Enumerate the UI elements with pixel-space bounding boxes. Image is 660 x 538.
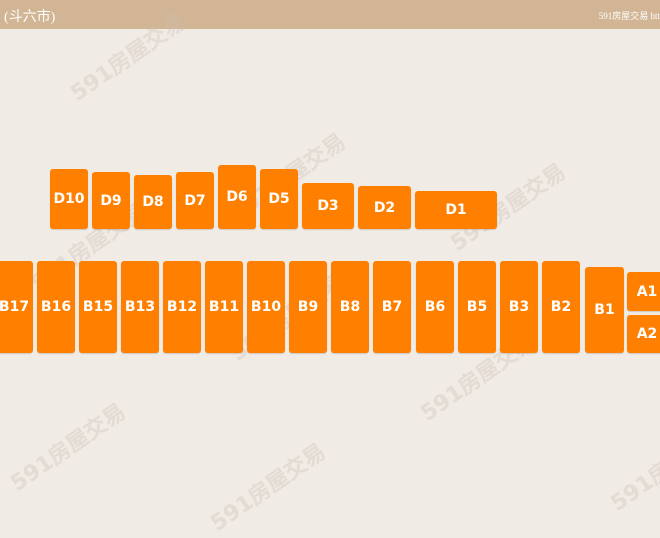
unit-b1[interactable]: B1 xyxy=(585,267,624,353)
unit-b17[interactable]: B17 xyxy=(0,261,33,353)
watermark: 591房屋交易 xyxy=(6,399,131,497)
watermark: 591房屋交易 xyxy=(606,419,660,517)
unit-d7[interactable]: D7 xyxy=(176,172,214,229)
unit-d8[interactable]: D8 xyxy=(134,175,172,229)
unit-a2[interactable]: A2 xyxy=(627,315,660,353)
watermark: 591房屋交易 xyxy=(206,439,331,537)
unit-b9[interactable]: B9 xyxy=(289,261,327,353)
page-title: (斗六市) xyxy=(4,10,56,25)
unit-b11[interactable]: B11 xyxy=(205,261,243,353)
unit-d1[interactable]: D1 xyxy=(415,191,497,229)
unit-d3[interactable]: D3 xyxy=(302,183,354,229)
unit-b5[interactable]: B5 xyxy=(458,261,496,353)
unit-b10[interactable]: B10 xyxy=(247,261,285,353)
unit-b13[interactable]: B13 xyxy=(121,261,159,353)
unit-b7[interactable]: B7 xyxy=(373,261,411,353)
unit-b3[interactable]: B3 xyxy=(500,261,538,353)
header-bar: (斗六市) 591房屋交易 htt xyxy=(0,0,660,29)
unit-b16[interactable]: B16 xyxy=(37,261,75,353)
unit-d5[interactable]: D5 xyxy=(260,169,298,229)
unit-b2[interactable]: B2 xyxy=(542,261,580,353)
unit-b12[interactable]: B12 xyxy=(163,261,201,353)
unit-b15[interactable]: B15 xyxy=(79,261,117,353)
brand-link[interactable]: 591房屋交易 htt xyxy=(598,11,660,21)
unit-d10[interactable]: D10 xyxy=(50,169,88,229)
unit-b6[interactable]: B6 xyxy=(416,261,454,353)
unit-d2[interactable]: D2 xyxy=(358,186,411,229)
unit-d9[interactable]: D9 xyxy=(92,172,130,229)
unit-b8[interactable]: B8 xyxy=(331,261,369,353)
unit-d6[interactable]: D6 xyxy=(218,165,256,229)
unit-a1[interactable]: A1 xyxy=(627,272,660,311)
